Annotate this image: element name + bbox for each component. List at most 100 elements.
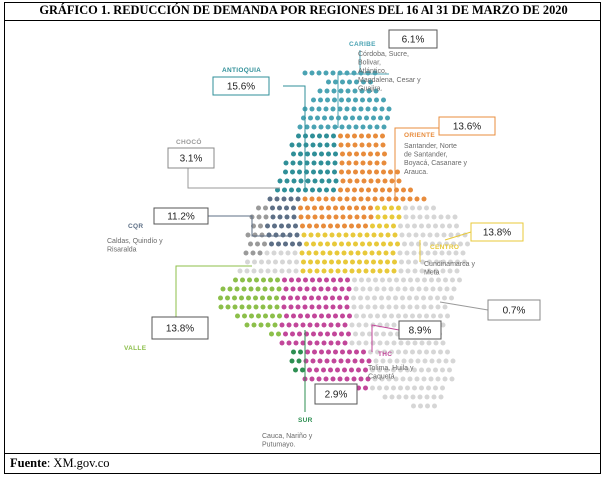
map-dot (270, 214, 276, 220)
map-dot (350, 259, 355, 265)
map-dot (407, 376, 413, 382)
map-dot (309, 196, 315, 202)
map-dot (352, 358, 358, 364)
map-dot (325, 160, 331, 166)
map-dot (255, 286, 261, 292)
map-dot (276, 331, 281, 337)
map-dot (426, 340, 432, 346)
map-dot (319, 151, 324, 157)
map-dot (367, 331, 372, 337)
map-dot (380, 142, 386, 148)
map-dot (421, 295, 426, 301)
map-dot (410, 394, 416, 400)
map-dot (412, 223, 417, 229)
map-dot (347, 178, 353, 184)
map-dot (332, 124, 338, 130)
map-dot (283, 241, 288, 247)
map-dot (339, 169, 344, 175)
map-dot (289, 142, 295, 148)
map-dot (440, 223, 445, 229)
map-dot (377, 340, 383, 346)
map-dot (381, 169, 386, 175)
map-dot (311, 160, 317, 166)
map-dot (338, 358, 344, 364)
map-dot (294, 232, 300, 238)
map-dot (356, 367, 361, 373)
map-dot (387, 277, 392, 283)
map-dot (314, 340, 320, 346)
map-dot (412, 385, 417, 391)
map-dot (465, 241, 470, 247)
map-dot (407, 304, 413, 310)
map-dot (345, 277, 350, 283)
map-dot (423, 286, 429, 292)
map-dot (436, 358, 442, 364)
map-dot (428, 304, 434, 310)
map-dot (382, 214, 388, 220)
map-dot (416, 286, 422, 292)
map-dot (338, 88, 344, 94)
map-dot (393, 304, 399, 310)
map-dot (347, 313, 352, 319)
map-dot (333, 79, 338, 85)
map-dot (372, 304, 378, 310)
region-description: Cauca, Nariño y Putumayo. (262, 433, 313, 449)
value-box (398, 320, 442, 340)
map-dot (421, 304, 427, 310)
map-dot (246, 295, 251, 301)
map-dot (399, 259, 404, 265)
map-dot (290, 286, 296, 292)
map-dot (305, 313, 310, 319)
map-dot (407, 295, 412, 301)
map-dot (267, 295, 272, 301)
map-dot (408, 187, 413, 193)
map-dot (433, 340, 439, 346)
map-dot (307, 268, 313, 274)
map-dot (412, 367, 417, 373)
map-dot (450, 358, 456, 364)
map-dot (369, 250, 375, 256)
map-dot (339, 286, 345, 292)
map-dot (425, 250, 431, 256)
region-description: Tolima, Huila y Caquetá (368, 365, 414, 381)
map-dot (438, 394, 444, 400)
value-label: 15.6% (227, 82, 255, 93)
map-dot (278, 250, 284, 256)
map-dot (297, 124, 303, 130)
map-dot (410, 313, 415, 319)
map-dot (303, 358, 309, 364)
map-dot (349, 223, 354, 229)
map-dot (311, 286, 317, 292)
map-dot (396, 394, 402, 400)
map-dot (383, 250, 389, 256)
map-dot (367, 241, 372, 247)
map-dot (365, 304, 371, 310)
map-dot (361, 178, 367, 184)
map-dot (409, 286, 415, 292)
map-dot (375, 349, 380, 355)
map-dot (412, 340, 418, 346)
map-dot (440, 367, 445, 373)
map-dot (361, 79, 366, 85)
map-dot (326, 205, 331, 211)
map-dot (293, 322, 299, 328)
map-dot (312, 313, 317, 319)
title-divider (4, 20, 601, 21)
map-dot (403, 205, 408, 211)
map-dot (382, 313, 387, 319)
map-dot (264, 250, 270, 256)
map-dot (339, 97, 344, 103)
map-dot (251, 322, 257, 328)
map-dot (373, 88, 379, 94)
map-dot (317, 88, 323, 94)
map-dot (291, 178, 297, 184)
map-dot (352, 142, 358, 148)
map-dot (354, 214, 360, 220)
map-dot (410, 205, 415, 211)
map-dot (458, 241, 463, 247)
map-dot (350, 232, 356, 238)
map-dot (267, 304, 273, 310)
map-dot (333, 178, 339, 184)
map-dot (330, 106, 336, 112)
value-box (167, 147, 215, 169)
